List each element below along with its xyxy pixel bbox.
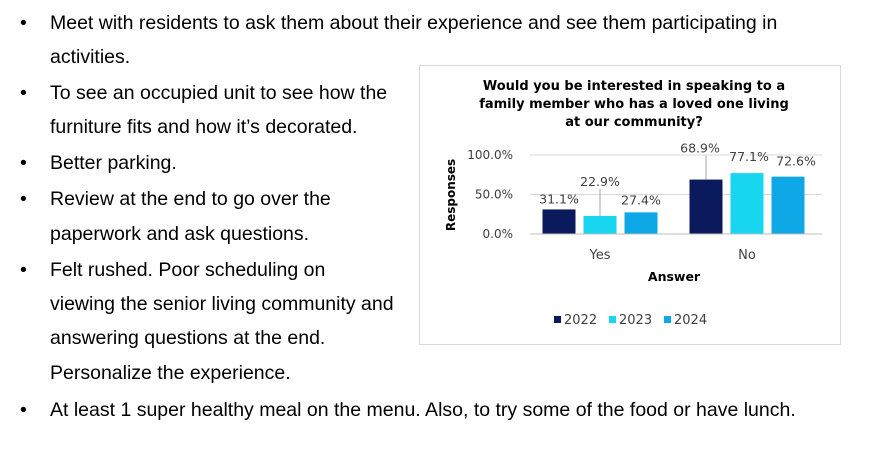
bullet-text-line: viewing the senior living community and (50, 293, 394, 315)
bullet-marker: • (20, 12, 27, 34)
data-label: 72.6% (776, 154, 816, 169)
y-tick-label: 50.0% (475, 188, 513, 202)
legend-swatch-2023 (609, 316, 616, 323)
chart-title-line: family member who has a loved one living (479, 97, 789, 112)
bullet-text-line: To see an occupied unit to see how the (50, 82, 388, 104)
bullet-marker: • (20, 152, 27, 174)
bar-2022-no (689, 179, 723, 234)
data-label: 31.1% (539, 191, 579, 206)
y-tick-label: 0.0% (483, 227, 514, 241)
bullet-text-line: paperwork and ask questions. (50, 223, 310, 245)
bullet-marker: • (20, 399, 27, 421)
bar-2022-yes (542, 209, 576, 234)
chart-title-line: at our community? (565, 115, 703, 130)
bar-2023-yes (583, 215, 617, 234)
legend-entry: 2023 (619, 313, 652, 328)
bullet-text-line: furniture fits and how it’s decorated. (50, 116, 358, 138)
bullet-marker: • (20, 82, 27, 104)
y-axis-label: Responses (444, 159, 458, 231)
bar-2024-yes (624, 212, 658, 234)
data-label: 77.1% (729, 149, 769, 164)
bar-chart: Would you be interested in speaking to a… (419, 65, 841, 345)
bullet-text-line: Felt rushed. Poor scheduling on (50, 259, 326, 281)
chart-canvas: Would you be interested in speaking to a… (444, 79, 822, 328)
bar-2024-no (771, 176, 805, 234)
bullet-text-line: Review at the end to go over the (50, 188, 331, 210)
bar-2023-no (730, 173, 764, 234)
bullet-text-line: answering questions at the end. (50, 327, 326, 349)
y-tick-label: 100.0% (467, 148, 513, 162)
data-label: 27.4% (621, 192, 661, 207)
data-label: 68.9% (680, 141, 720, 156)
x-tick-label: Yes (589, 248, 611, 263)
legend-swatch-2022 (554, 316, 561, 323)
bullet-text-line: Meet with residents to ask them about th… (50, 12, 778, 34)
bullet-marker: • (20, 188, 27, 210)
x-axis-label: Answer (648, 269, 701, 284)
bullet-marker: • (20, 259, 27, 281)
bullet-text-line: Personalize the experience. (50, 362, 291, 384)
data-label: 22.9% (580, 174, 620, 189)
legend-entry: 2022 (564, 313, 597, 328)
x-tick-label: No (738, 248, 756, 263)
legend-entry: 2024 (674, 313, 707, 328)
bullet-text-line: activities. (50, 46, 131, 68)
legend-swatch-2024 (664, 316, 671, 323)
bullet-text-line: Better parking. (50, 152, 177, 174)
chart-title-line: Would you be interested in speaking to a (483, 79, 785, 94)
bullet-text-line: At least 1 super healthy meal on the men… (50, 399, 796, 421)
